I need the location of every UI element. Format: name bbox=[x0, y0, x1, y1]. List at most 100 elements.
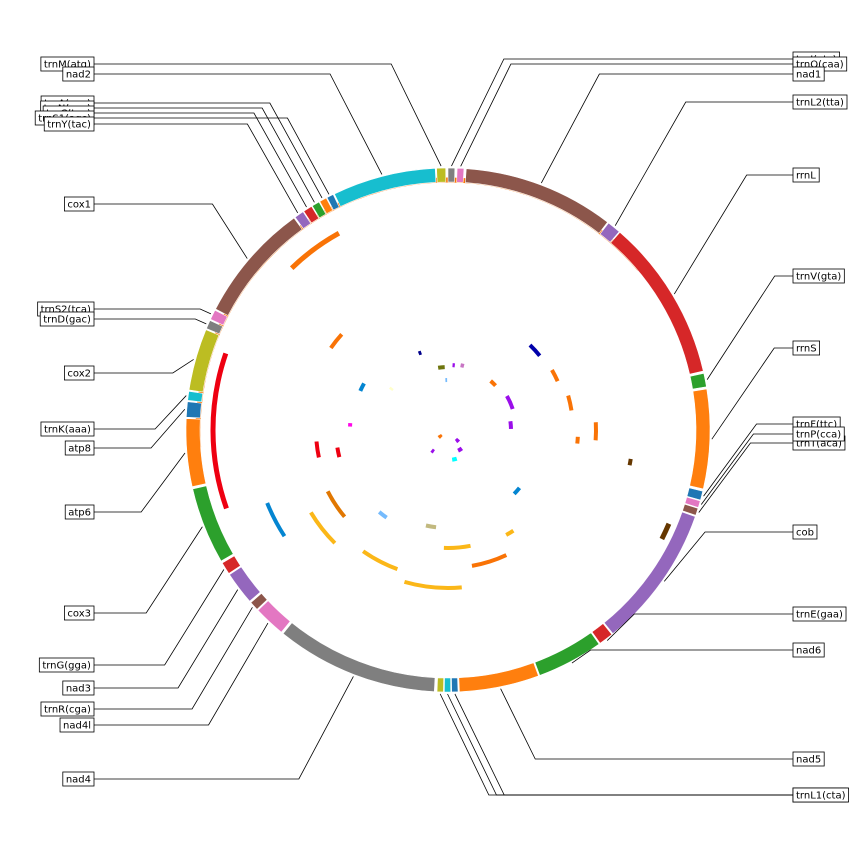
leader-line bbox=[94, 607, 253, 710]
gene-segment bbox=[229, 566, 261, 602]
gene-label-text: atp8 bbox=[68, 444, 91, 455]
gene-label-text: trnS2(tca) bbox=[41, 305, 91, 316]
leader-line bbox=[94, 409, 186, 449]
gene-label-box bbox=[40, 701, 95, 717]
gene-label-box bbox=[792, 524, 818, 540]
gene-segment bbox=[311, 201, 327, 219]
gene-label: nad2 bbox=[62, 66, 95, 82]
feature-arc bbox=[309, 511, 337, 545]
gene-label-text: trnR(cga) bbox=[44, 705, 91, 716]
leader-line bbox=[94, 569, 225, 666]
gene-label-box bbox=[64, 365, 95, 381]
feature-arc bbox=[377, 510, 388, 520]
gene-segment bbox=[436, 167, 447, 183]
feature-arc bbox=[454, 437, 461, 444]
gene-label: nad4l bbox=[59, 717, 95, 733]
gene-label-text: trnK(aaa) bbox=[44, 425, 91, 436]
feature-arc bbox=[335, 447, 342, 458]
gene-label-box bbox=[792, 426, 845, 442]
feature-arc bbox=[403, 579, 462, 590]
gene-label-text: cox3 bbox=[67, 609, 91, 620]
gene-label-box bbox=[64, 605, 95, 621]
gene-segment bbox=[257, 600, 291, 633]
feature-arc bbox=[430, 448, 435, 454]
gene-label: rrnL bbox=[792, 167, 820, 183]
gene-label-text: nad4 bbox=[66, 775, 91, 786]
leader-line bbox=[94, 359, 194, 374]
gene-label: trnY(tac) bbox=[43, 116, 95, 132]
gene-label-box bbox=[792, 66, 825, 82]
feature-arc bbox=[443, 543, 471, 551]
gene-segment bbox=[689, 388, 711, 490]
gene-label: trnD(gac) bbox=[39, 311, 95, 327]
gene-label-box bbox=[792, 751, 825, 767]
feature-arc bbox=[445, 378, 448, 383]
feature-arc bbox=[460, 363, 465, 368]
feature-arc bbox=[471, 553, 508, 568]
gene-label-text: trnL2(tta) bbox=[796, 98, 844, 109]
gene-segment bbox=[689, 372, 707, 390]
gene-segment bbox=[451, 677, 459, 693]
leader-line bbox=[673, 174, 793, 295]
gene-label-text: trnF(ttc) bbox=[796, 420, 837, 431]
gene-label: trnL2(tta) bbox=[792, 94, 848, 110]
gene-segment bbox=[282, 622, 436, 692]
leader-line bbox=[94, 63, 442, 167]
gene-labels: trnM(atg)nad2trnA(gca)trnN(aac)trnC(tgc)… bbox=[34, 51, 849, 803]
gene-label-box bbox=[64, 440, 95, 456]
gene-label-box bbox=[39, 311, 95, 327]
gene-segment bbox=[210, 309, 228, 326]
feature-arc bbox=[659, 522, 672, 541]
gene-label: trnP(cca) bbox=[792, 426, 845, 442]
feature-arc bbox=[550, 369, 560, 383]
gene-label: cox1 bbox=[64, 196, 95, 212]
gene-segment bbox=[684, 496, 701, 508]
feature-arc bbox=[210, 352, 229, 510]
gene-label: cox3 bbox=[64, 605, 95, 621]
gene-segment bbox=[185, 418, 207, 488]
gene-segment bbox=[303, 205, 320, 224]
gene-label-text: trnP(cca) bbox=[796, 430, 841, 441]
leader-line bbox=[447, 693, 793, 796]
gene-label-text: cox1 bbox=[67, 200, 91, 211]
gene-label: nad3 bbox=[62, 680, 95, 696]
leader-line bbox=[460, 63, 793, 167]
gene-label-box bbox=[62, 66, 95, 82]
gene-segment bbox=[250, 592, 268, 610]
feature-arc bbox=[451, 456, 458, 462]
leader-line bbox=[94, 123, 299, 214]
gene-label-text: cob bbox=[796, 528, 814, 539]
gene-segment bbox=[187, 390, 204, 403]
feature-arc bbox=[512, 486, 522, 496]
gene-segment bbox=[326, 194, 340, 211]
gene-label-text: trnY(tac) bbox=[47, 120, 91, 131]
gene-segment bbox=[185, 401, 202, 419]
feature-arc bbox=[593, 422, 598, 441]
leader-line bbox=[94, 622, 269, 726]
gene-label: trnE(gaa) bbox=[792, 606, 847, 622]
feature-arc bbox=[452, 363, 455, 368]
gene-segment bbox=[610, 231, 704, 375]
gene-segment bbox=[464, 168, 608, 234]
gene-label-box bbox=[792, 340, 820, 356]
gene-label-box bbox=[62, 680, 95, 696]
gene-segment bbox=[599, 222, 620, 243]
gene-ring bbox=[185, 167, 711, 693]
feature-arc bbox=[325, 490, 347, 519]
feature-arc bbox=[437, 365, 445, 370]
leader-line bbox=[94, 589, 239, 689]
leader-line bbox=[94, 308, 212, 315]
gene-segment bbox=[534, 632, 600, 676]
leader-line bbox=[606, 613, 793, 641]
gene-segment bbox=[215, 217, 303, 316]
gene-label: trnK(aaa) bbox=[40, 421, 95, 437]
gene-label: cob bbox=[792, 524, 818, 540]
gene-segment bbox=[294, 211, 312, 230]
gene-label-text: trnQ(caa) bbox=[796, 60, 844, 71]
leader-line bbox=[94, 203, 248, 259]
gene-label: trnG(gga) bbox=[38, 657, 95, 673]
leader-line bbox=[571, 649, 793, 664]
leader-line bbox=[94, 452, 186, 513]
